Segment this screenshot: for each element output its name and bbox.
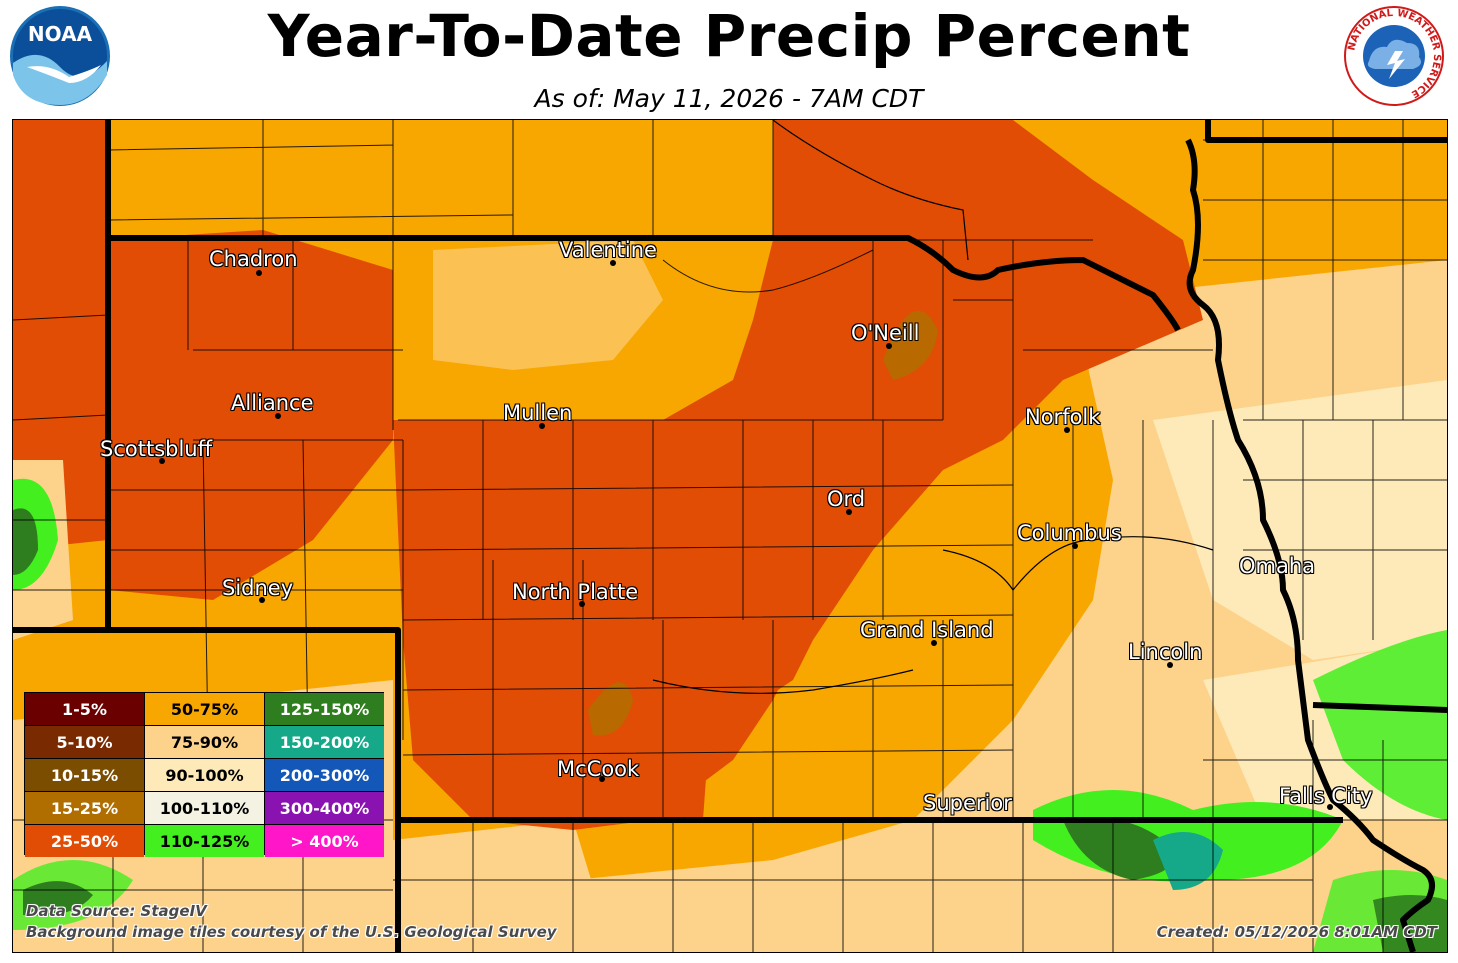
legend-entry: 1-5% (25, 693, 144, 725)
city-label-sidney: Sidney (222, 576, 294, 600)
legend-entry: 150-200% (265, 726, 384, 758)
city-dot-valentine (610, 260, 616, 266)
legend-entry: 75-90% (145, 726, 264, 758)
legend-entry: 100-110% (145, 792, 264, 824)
legend-entry: 90-100% (145, 759, 264, 791)
legend-entry: 15-25% (25, 792, 144, 824)
city-dot-columbus (1072, 543, 1078, 549)
city-label-alliance: Alliance (231, 391, 314, 415)
city-label-grand-island: Grand Island (860, 618, 994, 642)
map-title: Year-To-Date Precip Percent (267, 2, 1191, 70)
legend-entry: 10-15% (25, 759, 144, 791)
precip-map: Chadron Valentine O'Neill Alliance Mulle… (12, 119, 1448, 953)
city-dot-chadron (256, 270, 262, 276)
precip-map-canvas (13, 120, 1447, 952)
city-dot-north-platte (579, 601, 585, 607)
city-label-scottsbluff: Scottsbluff (100, 437, 213, 461)
header: NOAA Year-To-Date Precip Percent As of: … (0, 0, 1458, 118)
city-dot-grand-island (931, 640, 937, 646)
city-label-mccook: McCook (557, 757, 640, 781)
legend-entry: 5-10% (25, 726, 144, 758)
city-label-oneill: O'Neill (851, 321, 920, 345)
background-credit: Background image tiles courtesy of the U… (26, 923, 557, 941)
city-dot-alliance (275, 413, 281, 419)
noaa-logo: NOAA (10, 6, 110, 106)
legend-entry: 25-50% (25, 825, 144, 857)
city-label-falls-city: Falls City (1279, 784, 1373, 808)
city-label-superior: Superior (923, 791, 1012, 815)
legend-entry: 125-150% (265, 693, 384, 725)
created-timestamp: Created: 05/12/2026 8:01AM CDT (1156, 923, 1437, 941)
data-source-credit: Data Source: StageIV (26, 902, 207, 920)
city-label-chadron: Chadron (209, 247, 298, 271)
city-label-lincoln: Lincoln (1128, 640, 1203, 664)
legend-entry: 50-75% (145, 693, 264, 725)
city-label-omaha: Omaha (1239, 554, 1316, 578)
city-label-norfolk: Norfolk (1025, 405, 1101, 429)
city-dot-ord (846, 509, 852, 515)
city-dot-oneill (886, 343, 892, 349)
city-label-ord: Ord (827, 487, 866, 511)
city-label-valentine: Valentine (559, 238, 657, 262)
city-label-columbus: Columbus (1017, 521, 1122, 545)
map-subtitle: As of: May 11, 2026 - 7AM CDT (534, 84, 924, 113)
legend-entry: 300-400% (265, 792, 384, 824)
legend-entry: 200-300% (265, 759, 384, 791)
city-label-mullen: Mullen (503, 401, 573, 425)
city-dot-scottsbluff (159, 458, 165, 464)
nws-logo: NATIONAL WEATHER SERVICE (1344, 6, 1444, 106)
noaa-logo-text: NOAA (28, 22, 93, 46)
city-dot-lincoln (1167, 662, 1173, 668)
city-dot-norfolk (1064, 427, 1070, 433)
color-legend: 1-5% 50-75% 125-150% 5-10% 75-90% 150-200% 10-… (24, 692, 384, 857)
city-dot-sidney (259, 597, 265, 603)
legend-entry: 110-125% (145, 825, 264, 857)
city-dot-mullen (539, 423, 545, 429)
city-label-north-platte: North Platte (512, 580, 639, 604)
city-dot-mccook (599, 776, 605, 782)
legend-entry: > 400% (265, 825, 384, 857)
city-dot-falls-city (1327, 804, 1333, 810)
